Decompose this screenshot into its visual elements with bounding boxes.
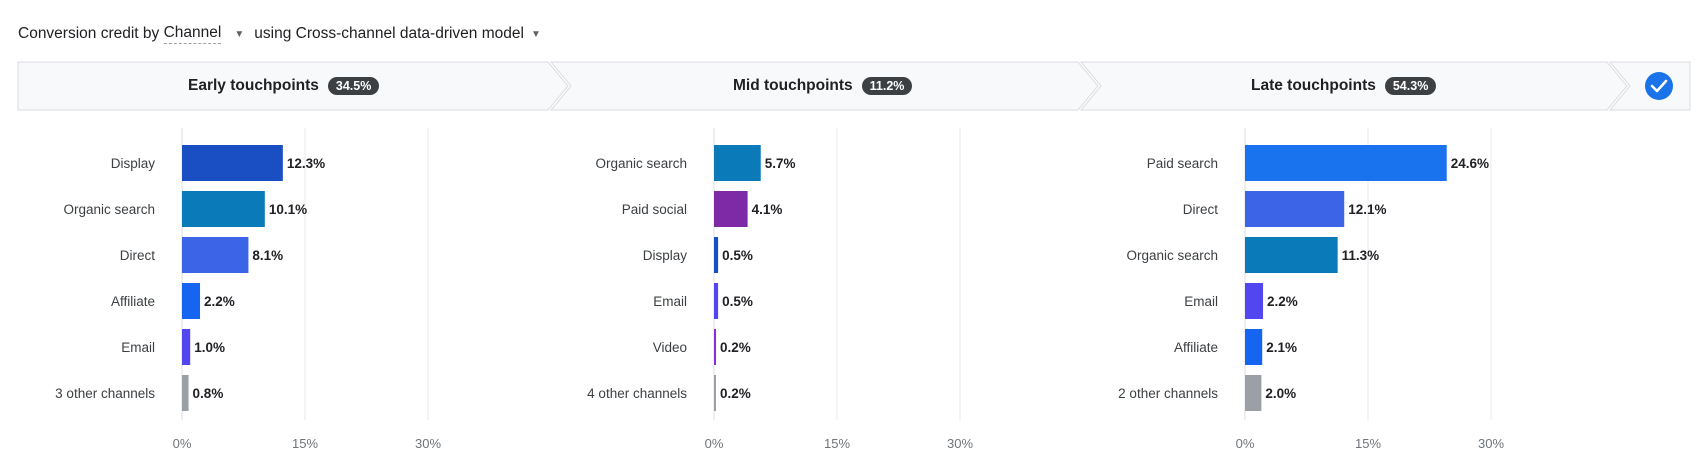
value-label: 2.2%: [1267, 294, 1298, 309]
x-tick-label-late: 15%: [1355, 436, 1381, 451]
bar[interactable]: [182, 237, 249, 273]
x-tick-label-mid: 0%: [705, 436, 724, 451]
bar[interactable]: [182, 145, 283, 181]
bar[interactable]: [714, 329, 716, 365]
value-label: 11.3%: [1342, 248, 1380, 263]
value-label: 2.1%: [1266, 340, 1297, 355]
x-tick-label-late: 0%: [1236, 436, 1255, 451]
value-label: 0.5%: [722, 248, 753, 263]
category-label: Video: [653, 340, 687, 355]
category-label: Organic search: [1126, 248, 1218, 263]
stage-early-share: 34.5%: [327, 77, 380, 95]
chart-header: Conversion credit by Channel ▼ using Cross…: [18, 20, 551, 48]
stage-early-chevron[interactable]: [17, 61, 569, 111]
category-label: 4 other channels: [587, 386, 687, 401]
model-dropdown-icon[interactable]: ▼: [530, 28, 541, 40]
value-label: 8.1%: [252, 248, 283, 263]
bar[interactable]: [182, 191, 265, 227]
x-tick-label-mid: 15%: [824, 436, 850, 451]
stage-mid-chevron[interactable]: [549, 61, 1099, 111]
stage-mid-share: 11.2%: [861, 77, 913, 95]
value-label: 1.0%: [194, 340, 225, 355]
value-label: 2.2%: [204, 294, 235, 309]
value-label: 12.1%: [1348, 202, 1386, 217]
stage-early-label: Early touchpoints 34.5%: [188, 72, 380, 100]
category-label: Affiliate: [111, 294, 155, 309]
model-selector[interactable]: using Cross-channel data-driven model: [254, 25, 524, 42]
stage-mid-label: Mid touchpoints 11.2%: [733, 72, 913, 100]
bar[interactable]: [182, 375, 189, 411]
bar[interactable]: [1245, 329, 1263, 365]
x-tick-label-mid: 30%: [947, 436, 973, 451]
category-label: 2 other channels: [1118, 386, 1218, 401]
value-label: 12.3%: [287, 156, 325, 171]
dimension-selector[interactable]: Channel: [163, 24, 222, 44]
bar[interactable]: [714, 375, 716, 411]
x-tick-label-early: 15%: [292, 436, 318, 451]
bar[interactable]: [1245, 283, 1264, 319]
bar[interactable]: [1245, 191, 1345, 227]
stage-band: [17, 61, 1691, 111]
stage-late-label: Late touchpoints 54.3%: [1251, 72, 1437, 100]
bar[interactable]: [714, 191, 748, 227]
category-label: Email: [653, 294, 687, 309]
stage-early-name: Early touchpoints: [188, 77, 319, 94]
bar[interactable]: [714, 283, 719, 319]
stage-mid-name: Mid touchpoints: [733, 77, 853, 94]
header-prefix: Conversion credit by: [18, 25, 160, 42]
panel-late: 0% 15% 30% Paid search 24.6% Direct 12.1% Organ…: [1118, 128, 1504, 451]
panel-mid: 0% 15% 30% Organic search 5.7% Paid social 4.1…: [587, 128, 973, 451]
bar[interactable]: [714, 145, 761, 181]
conversion-check-icon: [1645, 72, 1673, 100]
value-label: 24.6%: [1451, 156, 1489, 171]
category-label: Paid search: [1147, 156, 1218, 171]
dimension-dropdown-icon[interactable]: ▼: [234, 28, 245, 40]
category-label: Affiliate: [1174, 340, 1218, 355]
bar[interactable]: [1245, 375, 1262, 411]
category-label: Direct: [1183, 202, 1219, 217]
category-label: Organic search: [595, 156, 687, 171]
value-label: 0.2%: [720, 340, 751, 355]
value-label: 0.8%: [193, 386, 224, 401]
panel-early: 0% 15% 30% Display 12.3% Organic search 10.1% D…: [55, 128, 441, 451]
category-label: Paid social: [622, 202, 687, 217]
bar[interactable]: [1245, 237, 1338, 273]
stage-late-name: Late touchpoints: [1251, 77, 1376, 94]
category-label: Display: [643, 248, 688, 263]
x-tick-label-late: 30%: [1478, 436, 1504, 451]
value-label: 4.1%: [752, 202, 783, 217]
x-tick-label-early: 0%: [173, 436, 192, 451]
category-label: 3 other channels: [55, 386, 155, 401]
value-label: 5.7%: [765, 156, 796, 171]
value-label: 2.0%: [1265, 386, 1296, 401]
value-label: 0.2%: [720, 386, 751, 401]
category-label: Display: [111, 156, 156, 171]
stage-late-chevron[interactable]: [1079, 61, 1628, 111]
bar[interactable]: [714, 237, 719, 273]
bar[interactable]: [1245, 145, 1447, 181]
category-label: Organic search: [63, 202, 155, 217]
category-label: Direct: [120, 248, 156, 263]
category-label: Email: [121, 340, 155, 355]
bar[interactable]: [182, 283, 201, 319]
stage-late-share: 54.3%: [1384, 77, 1437, 95]
value-label: 10.1%: [269, 202, 307, 217]
x-tick-label-early: 30%: [415, 436, 441, 451]
value-label: 0.5%: [722, 294, 753, 309]
bar[interactable]: [182, 329, 191, 365]
category-label: Email: [1184, 294, 1218, 309]
